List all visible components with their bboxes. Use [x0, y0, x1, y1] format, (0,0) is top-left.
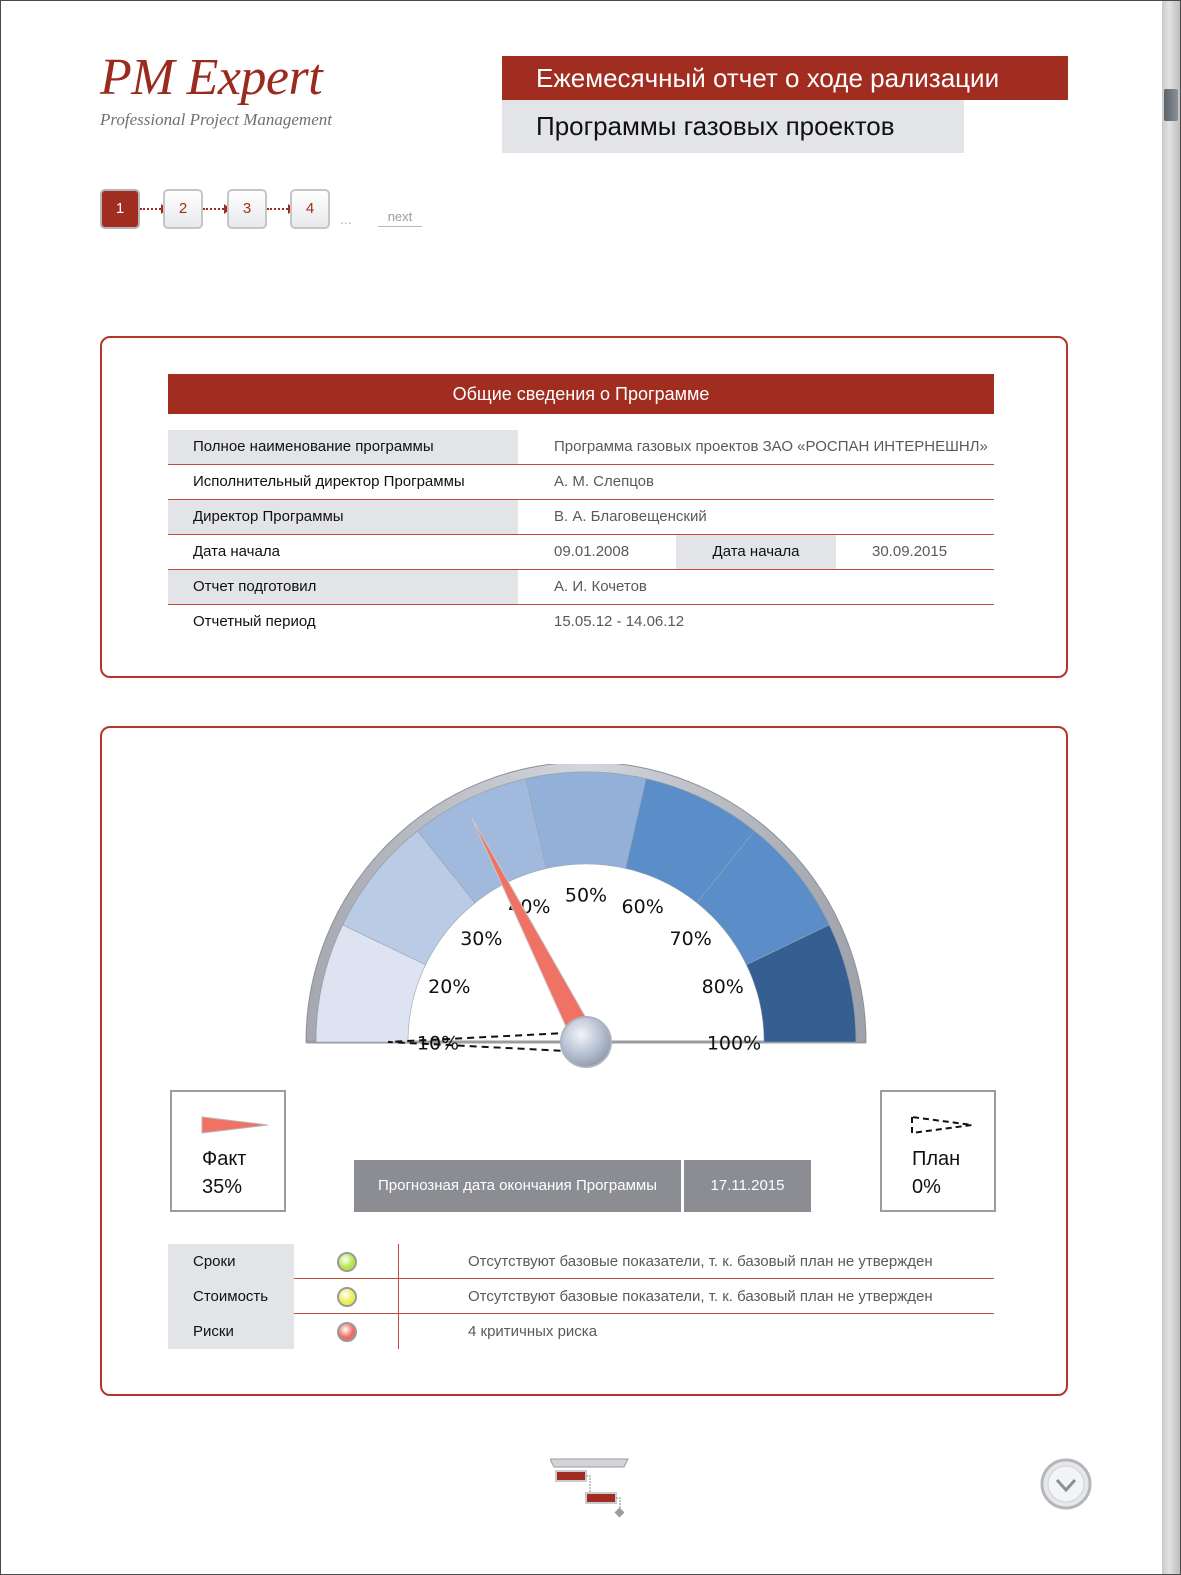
info-label-secondary: Дата начала — [676, 535, 836, 569]
gauge-segment — [525, 771, 647, 869]
info-value: Программа газовых проектов ЗАО «РОСПАН И… — [554, 438, 988, 455]
status-text: 4 критичных риска — [468, 1323, 598, 1340]
gauge-tick-label: 20% — [428, 976, 470, 998]
plan-needle — [387, 1030, 587, 1054]
vertical-scrollbar[interactable] — [1162, 1, 1180, 1574]
status-divider — [398, 1244, 399, 1349]
page-button-3[interactable]: 3 — [227, 189, 267, 229]
status-label: Риски — [168, 1314, 294, 1349]
plan-needle-icon — [911, 1115, 973, 1135]
info-label: Исполнительный директор Программы — [193, 473, 465, 490]
gauge-tick-label: 30% — [460, 928, 502, 950]
arrow-right-icon — [267, 204, 295, 214]
info-row: Отчет подготовил А. И. Кочетов — [168, 570, 994, 605]
logo-title: PM Expert — [100, 49, 323, 106]
info-label: Отчетный период — [193, 613, 316, 630]
report-subtitle: Программы газовых проектов — [502, 100, 964, 153]
page-button-1[interactable]: 1 — [100, 189, 140, 229]
info-label: Дата начала — [193, 543, 280, 560]
info-value: А. М. Слепцов — [554, 473, 654, 490]
chevron-down-icon — [1055, 1478, 1077, 1493]
info-table-title: Общие сведения о Программе — [168, 374, 994, 414]
info-label: Директор Программы — [168, 500, 518, 534]
logo: PM Expert Professional Project Managemen… — [100, 48, 360, 130]
gauge-tick-label: 70% — [670, 928, 712, 950]
status-row: Риски 4 критичных риска — [168, 1314, 994, 1349]
status-light-icon — [337, 1287, 357, 1307]
fact-label: Факт — [202, 1148, 247, 1170]
page-button-4[interactable]: 4 — [290, 189, 330, 229]
status-label: Сроки — [168, 1244, 294, 1279]
next-page-link[interactable]: next — [378, 209, 422, 227]
gauge-tick-label: 60% — [622, 896, 664, 918]
scrollbar-thumb[interactable] — [1164, 89, 1178, 121]
fact-needle-icon — [201, 1116, 269, 1134]
end-date-value: 30.09.2015 — [872, 543, 948, 560]
forecast-label: Прогнозная дата окончания Программы — [354, 1160, 681, 1212]
start-date-value: 09.01.2008 — [554, 543, 630, 560]
info-value: 15.05.12 - 14.06.12 — [554, 613, 685, 630]
info-value: В. А. Благовещенский — [554, 508, 707, 525]
fact-legend: Факт 35% — [170, 1090, 286, 1212]
status-light-icon — [337, 1252, 357, 1272]
gauge-hub — [560, 1016, 612, 1068]
gauge-tick-label: 100% — [707, 1033, 761, 1055]
scroll-down-button[interactable] — [1040, 1458, 1092, 1510]
gauge-tick-label: 50% — [565, 885, 607, 907]
status-label: Стоимость — [168, 1279, 294, 1314]
plan-value: 0% — [912, 1176, 941, 1198]
report-title: Ежемесячный отчет о ходе рализации — [502, 56, 1068, 100]
program-status-panel: 10% 20% 30% 40% 50% 60% 70% 80% 100% Факт 35% Пр… — [100, 726, 1068, 1396]
info-row: Отчетный период 15.05.12 - 14.06.12 — [168, 605, 994, 640]
forecast-date: 17.11.2015 — [684, 1160, 811, 1212]
gauge-segment — [745, 924, 857, 1043]
plan-label: План — [912, 1148, 961, 1170]
pager-ellipsis: ... — [340, 211, 352, 227]
status-text: Отсутствуют базовые показатели, т. к. ба… — [468, 1253, 933, 1270]
info-value: А. И. Кочетов — [554, 578, 647, 595]
page-button-2[interactable]: 2 — [163, 189, 203, 229]
fact-value: 35% — [202, 1176, 243, 1198]
progress-gauge: 10%20%30%40%50%60%70%80%100% — [305, 764, 867, 1068]
arrow-right-icon — [140, 204, 168, 214]
info-row: Исполнительный директор Программы А. М. … — [168, 465, 994, 500]
info-label: Полное наименование программы — [168, 430, 518, 464]
logo-subtitle: Professional Project Management — [100, 110, 332, 129]
info-label: Отчет подготовил — [168, 570, 518, 604]
info-row: Директор Программы В. А. Благовещенский — [168, 500, 994, 535]
program-info-panel: Общие сведения о Программе Полное наимен… — [100, 336, 1068, 678]
info-row: Дата начала 09.01.2008 Дата начала 30.09… — [168, 535, 994, 570]
status-text: Отсутствуют базовые показатели, т. к. ба… — [468, 1288, 933, 1305]
status-row: Стоимость Отсутствуют базовые показатели… — [168, 1279, 994, 1314]
gantt-chart-icon[interactable] — [550, 1457, 632, 1519]
gauge-tick-label: 80% — [702, 976, 744, 998]
status-light-icon — [337, 1322, 357, 1342]
plan-legend: План 0% — [880, 1090, 996, 1212]
info-row: Полное наименование программы Программа … — [168, 430, 994, 465]
arrow-right-icon — [203, 204, 231, 214]
status-row: Сроки Отсутствуют базовые показатели, т.… — [168, 1244, 994, 1279]
